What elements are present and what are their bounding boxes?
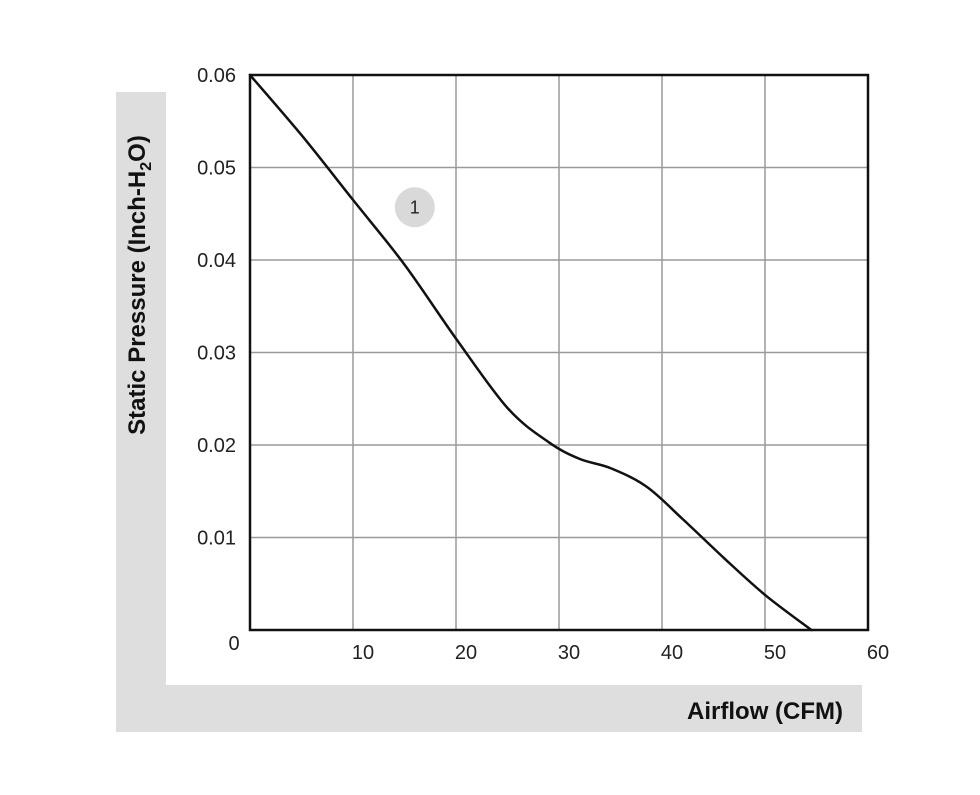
x-tick-label: 40 <box>661 642 683 664</box>
x-axis-title: Airflow (CFM) <box>687 698 843 725</box>
y-tick-label: 0.03 <box>197 343 236 365</box>
y-tick-label: 0.06 <box>197 65 236 87</box>
x-tick-label: 50 <box>764 642 786 664</box>
grid-lines <box>250 75 868 630</box>
tick-labels: 0 10 20 30 40 50 60 0.01 0.02 0.03 0.04 0.05 0.06 <box>197 65 889 664</box>
ylabel-band <box>116 92 166 732</box>
y-axis-title-subscript: 2 <box>138 162 155 171</box>
series-badge: 1 <box>394 187 435 228</box>
x-tick-label: 60 <box>867 642 889 664</box>
series-line-1 <box>248 73 813 632</box>
series-badge-label: 1 <box>410 197 420 217</box>
plot-frame <box>248 73 870 632</box>
x-tick-label: 30 <box>558 642 580 664</box>
x-tick-label: 0 <box>228 633 239 655</box>
y-tick-label: 0.05 <box>197 158 236 180</box>
x-tick-label: 10 <box>352 642 374 664</box>
y-tick-label: 0.01 <box>197 528 236 550</box>
x-tick-label: 20 <box>455 642 477 664</box>
y-tick-label: 0.02 <box>197 435 236 457</box>
xlabel-band <box>116 685 862 732</box>
series-badge-circle <box>394 187 435 228</box>
y-axis-title: Static Pressure (Inch-H2O) <box>124 135 155 435</box>
y-tick-label: 0.04 <box>197 250 236 272</box>
y-axis-title-tail: O) <box>124 135 151 162</box>
y-axis-title-main: Static Pressure (Inch-H <box>124 171 151 435</box>
